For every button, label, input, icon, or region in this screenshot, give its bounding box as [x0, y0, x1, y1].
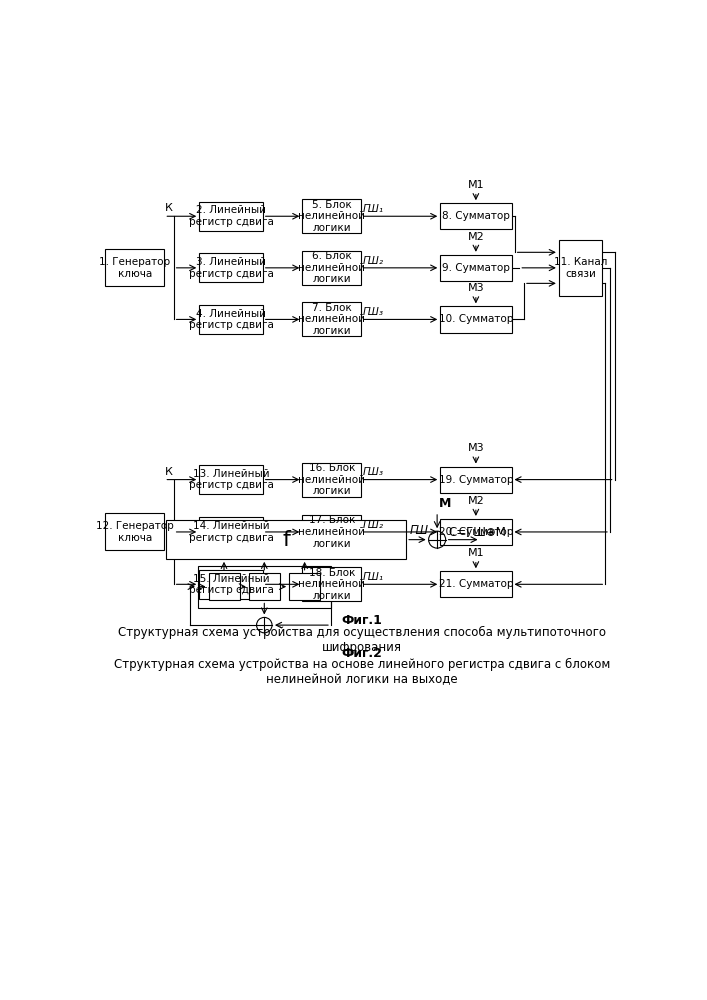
FancyBboxPatch shape [199, 465, 263, 494]
FancyBboxPatch shape [303, 463, 361, 497]
FancyBboxPatch shape [303, 515, 361, 549]
Text: M3: M3 [467, 443, 484, 453]
Text: Фиг.2: Фиг.2 [341, 647, 382, 660]
FancyBboxPatch shape [199, 253, 263, 282]
Text: М: М [438, 497, 451, 510]
Text: ГШ₂: ГШ₂ [363, 520, 384, 530]
FancyBboxPatch shape [303, 302, 361, 336]
Text: 4. Линейный
регистр сдвига: 4. Линейный регистр сдвига [189, 309, 274, 330]
Text: 2. Линейный
регистр сдвига: 2. Линейный регистр сдвига [189, 205, 274, 227]
Text: Структурная схема устройства для осуществления способа мультипоточного
шифровани: Структурная схема устройства для осущест… [118, 626, 606, 654]
Text: M1: M1 [467, 548, 484, 558]
Text: Структурная схема устройства на основе линейного регистра сдвига с блоком
нелине: Структурная схема устройства на основе л… [114, 658, 610, 686]
FancyBboxPatch shape [440, 519, 512, 545]
FancyBboxPatch shape [209, 573, 240, 600]
Text: 9. Сумматор: 9. Сумматор [442, 263, 510, 273]
Text: 8. Сумматор: 8. Сумматор [442, 211, 510, 221]
FancyBboxPatch shape [303, 567, 361, 601]
Text: 17. Блок
нелинейной
логики: 17. Блок нелинейной логики [298, 515, 366, 549]
FancyBboxPatch shape [105, 513, 164, 550]
FancyBboxPatch shape [303, 251, 361, 285]
FancyBboxPatch shape [289, 573, 320, 600]
Text: 11. Канал
связи: 11. Канал связи [554, 257, 607, 279]
Text: 5. Блок
нелинейной
логики: 5. Блок нелинейной логики [298, 200, 366, 233]
Text: 20. Сумматор: 20. Сумматор [438, 527, 513, 537]
Text: 10. Сумматор: 10. Сумматор [438, 314, 513, 324]
Text: ГШ: ГШ [409, 524, 428, 537]
Text: 3. Линейный
регистр сдвига: 3. Линейный регистр сдвига [189, 257, 274, 279]
FancyBboxPatch shape [559, 240, 602, 296]
FancyBboxPatch shape [440, 571, 512, 597]
Text: ГШ₁: ГШ₁ [363, 204, 384, 214]
FancyBboxPatch shape [166, 520, 406, 559]
Text: M2: M2 [467, 232, 484, 242]
FancyBboxPatch shape [440, 466, 512, 493]
Text: 21. Сумматор: 21. Сумматор [438, 579, 513, 589]
Text: 16. Блок
нелинейной
логики: 16. Блок нелинейной логики [298, 463, 366, 496]
FancyBboxPatch shape [440, 255, 512, 281]
Text: 6. Блок
нелинейной
логики: 6. Блок нелинейной логики [298, 251, 366, 284]
Text: 12. Генератор
ключа: 12. Генератор ключа [96, 521, 174, 543]
FancyBboxPatch shape [199, 305, 263, 334]
Text: 18. Блок
нелинейной
логики: 18. Блок нелинейной логики [298, 568, 366, 601]
FancyBboxPatch shape [303, 199, 361, 233]
FancyBboxPatch shape [199, 517, 263, 547]
Text: 19. Сумматор: 19. Сумматор [438, 475, 513, 485]
Text: M3: M3 [467, 283, 484, 293]
Text: M2: M2 [467, 496, 484, 506]
FancyBboxPatch shape [199, 570, 263, 599]
Text: ГШ₃: ГШ₃ [363, 307, 384, 317]
Text: Фиг.1: Фиг.1 [341, 614, 382, 627]
Text: f: f [282, 530, 290, 550]
Text: 14. Линейный
регистр сдвига: 14. Линейный регистр сдвига [189, 521, 274, 543]
FancyBboxPatch shape [199, 202, 263, 231]
Text: ГШ₃: ГШ₃ [363, 467, 384, 477]
FancyBboxPatch shape [440, 203, 512, 229]
FancyBboxPatch shape [105, 249, 164, 286]
Text: M1: M1 [467, 180, 484, 190]
FancyBboxPatch shape [198, 566, 331, 608]
FancyBboxPatch shape [249, 573, 280, 600]
Text: К: К [165, 203, 173, 213]
Text: ГШ₂: ГШ₂ [363, 256, 384, 266]
Text: 1. Генератор
ключа: 1. Генератор ключа [99, 257, 170, 279]
Text: 15. Линейный
регистр сдвига: 15. Линейный регистр сдвига [189, 574, 274, 595]
Text: К: К [165, 467, 173, 477]
Text: С=ГШ⊕М: С=ГШ⊕М [449, 526, 507, 539]
FancyBboxPatch shape [440, 306, 512, 333]
Text: 13. Линейный
регистр сдвига: 13. Линейный регистр сдвига [189, 469, 274, 490]
Text: ГШ₁: ГШ₁ [363, 572, 384, 582]
Text: 7. Блок
нелинейной
логики: 7. Блок нелинейной логики [298, 303, 366, 336]
